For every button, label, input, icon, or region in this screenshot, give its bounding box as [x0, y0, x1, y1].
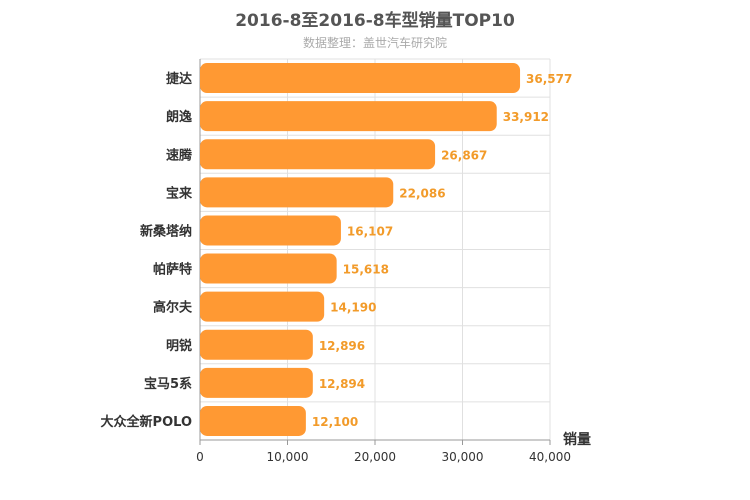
x-tick-label: 0 — [196, 450, 204, 464]
category-label: 新桑塔纳 — [140, 223, 192, 239]
chart-title: 2016-8至2016-8车型销量TOP10 — [235, 11, 515, 31]
value-label: 12,100 — [312, 415, 358, 429]
value-label: 14,190 — [330, 301, 376, 315]
bars — [200, 63, 521, 436]
category-label: 捷达 — [166, 71, 192, 87]
x-tick-label: 10,000 — [267, 450, 309, 464]
category-label: 速腾 — [166, 147, 193, 163]
x-tick-labels: 0 10,000 20,000 30,000 40,000 — [196, 450, 571, 464]
value-label: 12,896 — [319, 339, 365, 353]
x-tick-label: 30,000 — [442, 450, 484, 464]
category-label: 帕萨特 — [153, 262, 192, 278]
x-tick-label: 40,000 — [529, 450, 571, 464]
bar[interactable] — [200, 253, 337, 284]
bar[interactable] — [200, 101, 497, 132]
bar[interactable] — [200, 177, 394, 208]
x-tick-label: 20,000 — [354, 450, 396, 464]
category-label: 明锐 — [166, 338, 192, 354]
value-label: 15,618 — [343, 263, 389, 277]
value-label: 16,107 — [347, 224, 393, 238]
chart-subtitle: 数据整理：盖世汽车研究院 — [302, 36, 447, 50]
value-labels: 36,577 33,912 26,867 22,086 16,107 15,618 14,1… — [312, 72, 572, 429]
category-label: 宝马5系 — [144, 376, 192, 392]
bar[interactable] — [200, 291, 325, 322]
value-label: 26,867 — [441, 148, 487, 162]
value-label: 22,086 — [399, 186, 445, 200]
bar[interactable] — [200, 405, 306, 436]
value-label: 33,912 — [503, 110, 549, 124]
category-label: 宝来 — [166, 185, 193, 201]
bar[interactable] — [200, 215, 341, 246]
value-label: 36,577 — [526, 72, 572, 86]
category-label: 朗逸 — [166, 109, 192, 125]
category-label: 高尔夫 — [153, 300, 193, 316]
bar[interactable] — [200, 367, 313, 398]
category-label: 大众全新POLO — [101, 414, 192, 430]
bar[interactable] — [200, 139, 436, 170]
x-axis-label: 销量 — [563, 431, 591, 448]
value-label: 12,894 — [319, 377, 365, 391]
bar[interactable] — [200, 63, 521, 94]
bar[interactable] — [200, 329, 313, 360]
